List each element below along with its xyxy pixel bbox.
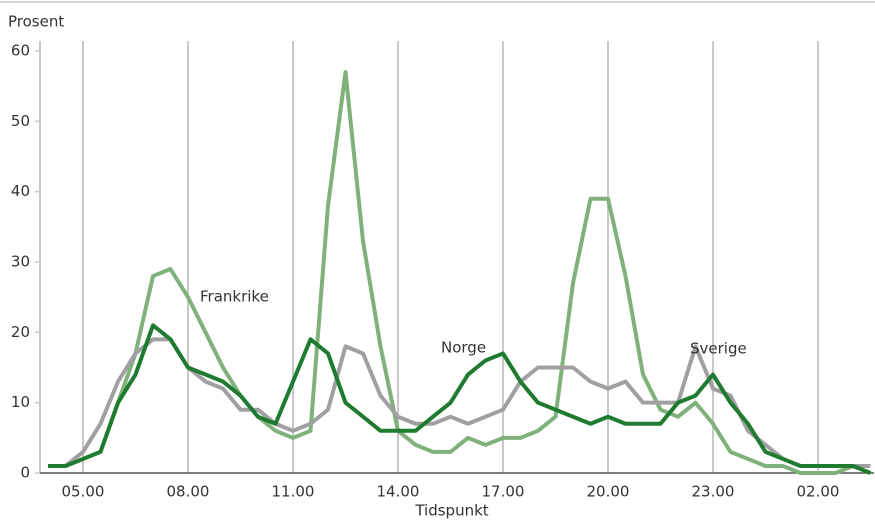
- series-line: [48, 323, 872, 475]
- x-tick-label: 17.00: [482, 483, 525, 501]
- series-line: [48, 70, 871, 475]
- x-tick-label: 20.00: [587, 483, 630, 501]
- y-tick-label: 50: [11, 112, 30, 130]
- x-tick-label: 05.00: [62, 483, 105, 501]
- y-tick-label: 0: [20, 464, 30, 482]
- x-tick-label: 23.00: [692, 483, 735, 501]
- x-tick-label: 08.00: [167, 483, 210, 501]
- series-label: Frankrike: [200, 288, 269, 306]
- series-label: Sverige: [690, 340, 747, 358]
- y-axis-label: Prosent: [8, 13, 64, 31]
- y-tick-label: 10: [11, 393, 30, 411]
- y-tick-label: 30: [11, 253, 30, 271]
- y-tick-label: 20: [11, 323, 30, 341]
- series-label: Norge: [441, 339, 486, 357]
- y-tick-label: 40: [11, 182, 30, 200]
- x-axis-label: Tidspunkt: [414, 502, 488, 520]
- x-tick-label: 14.00: [377, 483, 420, 501]
- y-tick-label: 60: [11, 42, 30, 60]
- x-tick-label: 11.00: [272, 483, 315, 501]
- x-tick-label: 02.00: [797, 483, 840, 501]
